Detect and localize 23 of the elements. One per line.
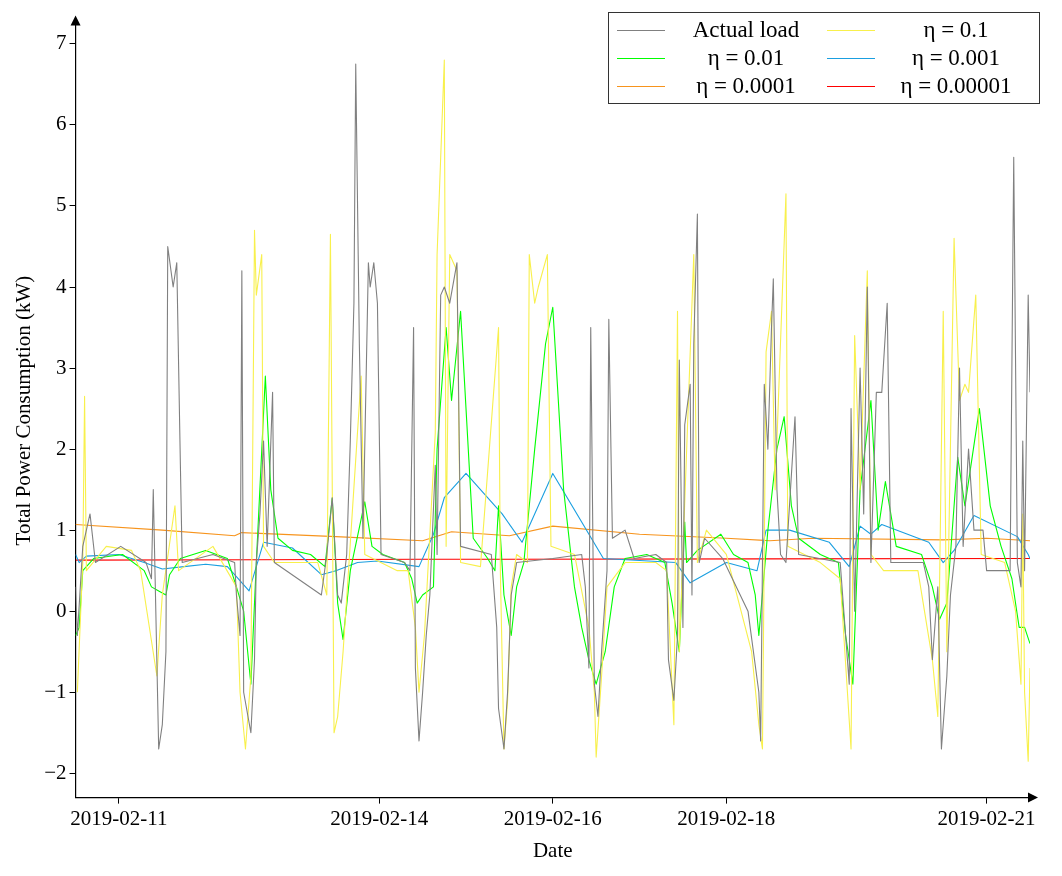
x-tick-label: 2019-02-21 — [937, 805, 1036, 830]
x-tick-label: 2019-02-18 — [677, 805, 776, 830]
legend-label: η = 0.00001 — [899, 73, 1013, 99]
x-tick-label: 2019-02-16 — [503, 805, 602, 830]
y-axis-title: Total Power Consumption (kW) — [11, 275, 36, 546]
legend-label: η = 0.1 — [922, 17, 990, 43]
x-tick-label: 2019-02-14 — [330, 805, 429, 830]
legend-label: η = 0.001 — [910, 45, 1002, 71]
y-tick-label: 0 — [56, 597, 67, 622]
y-tick-label: −2 — [44, 759, 67, 784]
legend-label: Actual load — [691, 17, 801, 43]
x-axis-title: Date — [532, 837, 573, 862]
y-tick-label: 5 — [56, 192, 67, 217]
y-tick-label: 3 — [56, 354, 67, 379]
legend-label: η = 0.0001 — [695, 73, 797, 99]
legend-label: η = 0.01 — [706, 45, 786, 71]
y-tick-label: −1 — [44, 678, 67, 703]
y-tick-label: 1 — [56, 516, 67, 541]
y-tick-label: 6 — [56, 111, 67, 136]
y-tick-label: 4 — [56, 273, 68, 298]
x-tick-label: 2019-02-11 — [70, 805, 168, 830]
y-tick-label: 2 — [56, 435, 67, 460]
y-tick-label: 7 — [56, 30, 67, 55]
